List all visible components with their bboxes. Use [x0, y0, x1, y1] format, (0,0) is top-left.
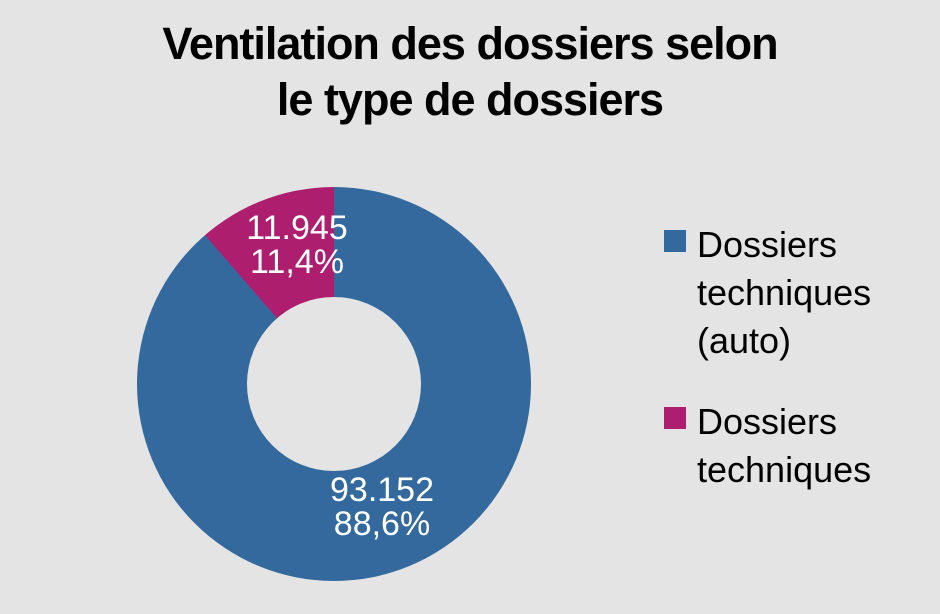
legend-label: Dossiers techniques (auto) [697, 224, 872, 361]
legend: Dossiers techniques (auto) Dossiers tech… [664, 221, 894, 527]
chart-title: Ventilation des dossiers selon le type d… [162, 18, 778, 125]
donut-hole [247, 297, 421, 471]
slice-label-dossiers-techniques: 11.945 11,4% [246, 209, 348, 281]
donut-ring [137, 187, 531, 581]
legend-label: Dossiers techniques [697, 401, 872, 490]
legend-item-dossiers-techniques-auto: Dossiers techniques (auto) [664, 221, 894, 365]
legend-swatch-magenta [664, 407, 686, 429]
legend-item-dossiers-techniques: Dossiers techniques [664, 398, 894, 494]
slice-label-dossiers-techniques-auto: 93.152 88,6% [330, 471, 434, 543]
donut-chart: 11.945 11,4% 93.152 88,6% [137, 187, 531, 581]
legend-swatch-blue [664, 230, 686, 252]
